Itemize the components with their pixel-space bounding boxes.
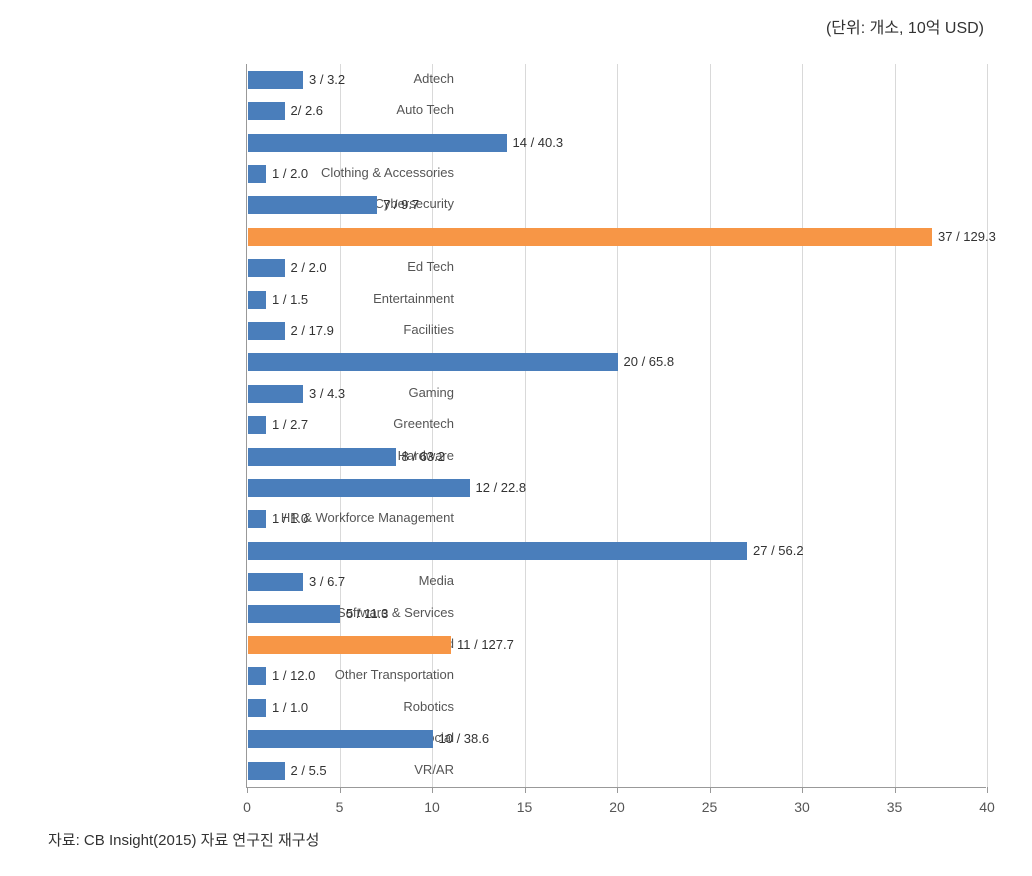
- gridline: [987, 64, 988, 787]
- source-label: 자료: CB Insight(2015) 자료 연구진 재구성: [48, 829, 319, 850]
- gridline: [617, 64, 618, 787]
- bar: [248, 448, 396, 466]
- bar: [248, 762, 285, 780]
- bar: [248, 322, 285, 340]
- bar: [248, 479, 470, 497]
- bar: [248, 291, 267, 309]
- x-tick-label: 30: [794, 799, 810, 815]
- bar-value-label: 1 / 1.0: [272, 700, 308, 715]
- gridline: [525, 64, 526, 787]
- bar-value-label: 20 / 65.8: [624, 354, 675, 369]
- bar: [248, 196, 378, 214]
- bar-value-label: 1 / 2.0: [272, 166, 308, 181]
- x-tick: [710, 787, 711, 793]
- x-tick-label: 20: [609, 799, 625, 815]
- bar: [248, 71, 304, 89]
- bar-value-label: 3 / 4.3: [309, 386, 345, 401]
- bar: [248, 699, 267, 717]
- x-tick: [987, 787, 988, 793]
- x-tick-label: 0: [243, 799, 251, 815]
- bar-value-label: 7 / 9.7: [383, 197, 419, 212]
- x-tick: [432, 787, 433, 793]
- bar: [248, 228, 933, 246]
- x-tick: [340, 787, 341, 793]
- x-tick: [247, 787, 248, 793]
- x-tick-label: 25: [702, 799, 718, 815]
- bar-value-label: 2 / 2.0: [291, 260, 327, 275]
- bar: [248, 573, 304, 591]
- gridline: [802, 64, 803, 787]
- bar-value-label: 5 / 11.3: [346, 606, 388, 621]
- bar: [248, 636, 452, 654]
- bar-value-label: 1 / 1.5: [272, 292, 308, 307]
- bar: [248, 730, 433, 748]
- x-tick-label: 35: [887, 799, 903, 815]
- bar-value-label: 11 / 127.7: [457, 637, 514, 652]
- bar: [248, 134, 507, 152]
- bar-value-label: 2 / 17.9: [291, 323, 334, 338]
- bar: [248, 667, 267, 685]
- gridline: [710, 64, 711, 787]
- bar-value-label: 1 / 2.7: [272, 417, 308, 432]
- bar-value-label: 10 / 38.6: [439, 731, 490, 746]
- bar-value-label: 1 / 12.0: [272, 668, 315, 683]
- bar: [248, 510, 267, 528]
- category-label: Ed Tech: [260, 260, 454, 274]
- x-tick: [802, 787, 803, 793]
- bar: [248, 353, 618, 371]
- x-tick-label: 10: [424, 799, 440, 815]
- bar: [248, 542, 748, 560]
- x-tick-label: 15: [517, 799, 533, 815]
- bar-value-label: 8 / 63.2: [402, 449, 445, 464]
- x-tick: [525, 787, 526, 793]
- x-tick-label: 40: [979, 799, 995, 815]
- x-tick: [617, 787, 618, 793]
- bar-value-label: 3 / 3.2: [309, 72, 345, 87]
- bar: [248, 102, 285, 120]
- unit-label: (단위: 개소, 10억 USD): [826, 14, 984, 38]
- category-label: VR/AR: [260, 763, 454, 777]
- bar-value-label: 2/ 2.6: [291, 103, 324, 118]
- bar: [248, 605, 341, 623]
- category-label: Auto Tech: [260, 103, 454, 117]
- bar-value-label: 12 / 22.8: [476, 480, 527, 495]
- bar: [248, 259, 285, 277]
- x-tick: [895, 787, 896, 793]
- bar-value-label: 3 / 6.7: [309, 574, 345, 589]
- bar-value-label: 37 / 129.3: [938, 229, 996, 244]
- bar-value-label: 2 / 5.5: [291, 763, 327, 778]
- x-tick-label: 5: [336, 799, 344, 815]
- bar: [248, 385, 304, 403]
- chart-container: 0510152025303540 Adtech3 / 3.2Auto Tech2…: [48, 54, 1000, 814]
- bar: [248, 165, 267, 183]
- bar-value-label: 27 / 56.2: [753, 543, 804, 558]
- category-label: Facilities: [260, 323, 454, 337]
- bar-value-label: 1 / 1.0: [272, 511, 308, 526]
- bar: [248, 416, 267, 434]
- bar-value-label: 14 / 40.3: [513, 135, 564, 150]
- gridline: [895, 64, 896, 787]
